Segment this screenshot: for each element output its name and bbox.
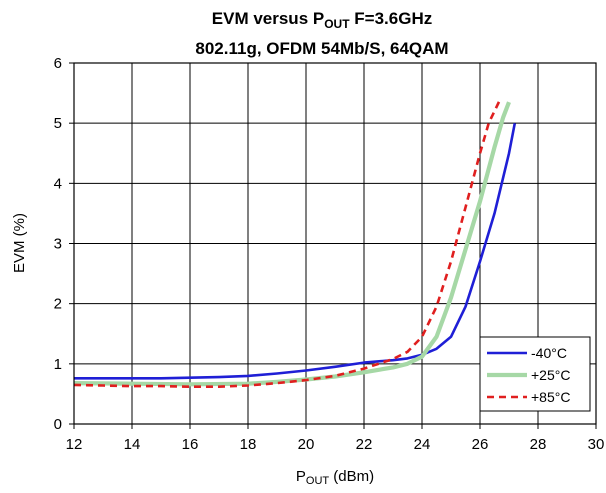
- chart-title-line2: 802.11g, OFDM 54Mb/S, 64QAM: [195, 39, 448, 58]
- x-tick-label: 22: [356, 436, 373, 453]
- x-tick-label: 28: [530, 436, 547, 453]
- chart-title-subscript: OUT: [324, 17, 350, 31]
- y-axis-label: EVM (%): [11, 213, 28, 273]
- x-tick-label: 16: [182, 436, 199, 453]
- x-tick-label: 18: [240, 436, 257, 453]
- y-tick-label: 3: [54, 236, 62, 253]
- legend-box: [479, 336, 591, 412]
- x-tick-label: 26: [472, 436, 489, 453]
- y-tick-label: 0: [54, 416, 62, 433]
- legend-label-3: +85°C: [531, 389, 570, 405]
- legend-label-1: -40°C: [531, 345, 567, 361]
- legend: -40°C +25°C +85°C: [479, 336, 591, 412]
- series-layer: [73, 98, 517, 389]
- series-line-3: [73, 98, 502, 389]
- y-tick-label: 4: [54, 175, 62, 192]
- series-line-2: [73, 101, 511, 387]
- chart-title-main: EVM versus P: [212, 9, 324, 28]
- x-tick-label: 30: [588, 436, 605, 453]
- x-axis-label-main: P: [296, 468, 306, 485]
- x-axis-label-tail: (dBm): [329, 468, 374, 485]
- x-tick-label: 24: [414, 436, 431, 453]
- y-tick-label: 5: [54, 115, 62, 132]
- y-tick-label: 2: [54, 296, 62, 313]
- chart-title-tail: F=3.6GHz: [350, 9, 433, 28]
- x-tick-label: 20: [298, 436, 315, 453]
- x-tick-labels: 12 14 16 18 20 22 24 26 28 30: [66, 424, 605, 453]
- x-axis-label-subscript: OUT: [306, 475, 330, 487]
- y-tick-labels: 0 1 2 3 4 5 6: [54, 55, 74, 433]
- x-tick-label: 12: [66, 436, 83, 453]
- legend-label-2: +25°C: [531, 367, 570, 383]
- x-tick-label: 14: [124, 436, 141, 453]
- chart-title-line1: EVM versus POUT F=3.6GHz: [212, 9, 432, 31]
- series-line-1: [74, 122, 517, 380]
- y-tick-label: 1: [54, 356, 62, 373]
- y-tick-label: 6: [54, 55, 62, 72]
- x-axis-label: POUT (dBm): [296, 468, 374, 487]
